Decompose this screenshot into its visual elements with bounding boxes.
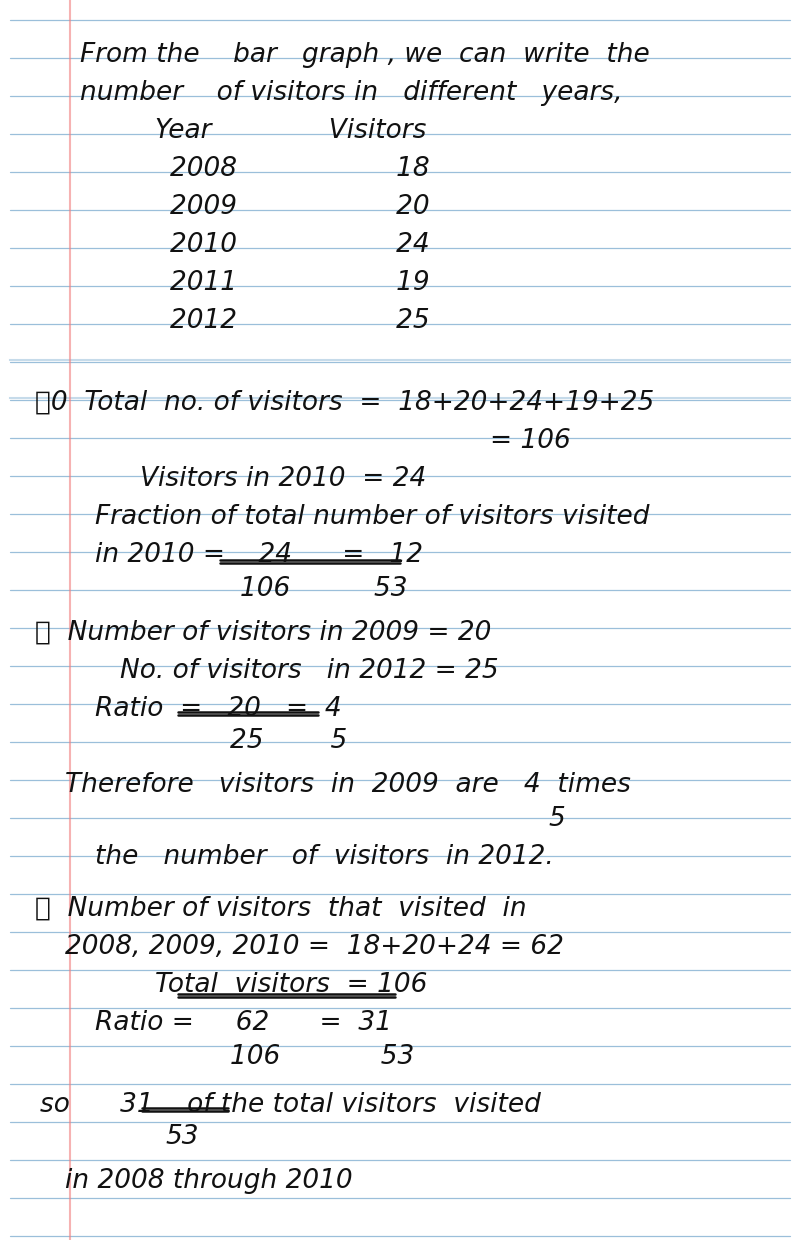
Text: From the    bar   graph , we  can  write  the: From the bar graph , we can write the [80, 42, 650, 68]
Text: 2009                   20: 2009 20 [170, 193, 430, 219]
Text: 2010                   24: 2010 24 [170, 232, 430, 258]
Text: Ⓒ  Number of visitors  that  visited  in: Ⓒ Number of visitors that visited in [35, 897, 526, 923]
Text: Therefore   visitors  in  2009  are   4  times: Therefore visitors in 2009 are 4 times [65, 773, 631, 799]
Text: Ratio =     62      =  31: Ratio = 62 = 31 [95, 1011, 392, 1035]
Text: 2012                   25: 2012 25 [170, 308, 430, 334]
Text: so      31    of the total visitors  visited: so 31 of the total visitors visited [40, 1092, 541, 1118]
Text: 2008                   18: 2008 18 [170, 156, 430, 182]
Text: 2008, 2009, 2010 =  18+20+24 = 62: 2008, 2009, 2010 = 18+20+24 = 62 [65, 934, 564, 960]
Text: Total  visitors  = 106: Total visitors = 106 [155, 972, 427, 998]
Text: 25        5: 25 5 [230, 728, 347, 754]
Text: 106            53: 106 53 [230, 1044, 414, 1070]
Text: = 106: = 106 [490, 428, 570, 454]
Text: 2011                   19: 2011 19 [170, 270, 430, 296]
Text: Year              Visitors: Year Visitors [155, 118, 426, 144]
Text: Visitors in 2010  = 24: Visitors in 2010 = 24 [140, 466, 426, 492]
Text: 5: 5 [548, 806, 565, 832]
Text: Fraction of total number of visitors visited: Fraction of total number of visitors vis… [95, 503, 650, 529]
Text: the   number   of  visitors  in 2012.: the number of visitors in 2012. [95, 844, 554, 870]
Text: ␶0  Total  no. of visitors  =  18+20+24+19+25: ␶0 Total no. of visitors = 18+20+24+19+2… [35, 391, 654, 415]
Text: number    of visitors in   different   years,: number of visitors in different years, [80, 81, 622, 105]
Text: 106          53: 106 53 [240, 577, 407, 601]
Text: No. of visitors   in 2012 = 25: No. of visitors in 2012 = 25 [120, 658, 498, 684]
Text: in 2008 through 2010: in 2008 through 2010 [65, 1168, 353, 1194]
Text: 53: 53 [165, 1123, 198, 1149]
Text: Ⓑ  Number of visitors in 2009 = 20: Ⓑ Number of visitors in 2009 = 20 [35, 620, 491, 646]
Text: Ratio  =   20   =  4: Ratio = 20 = 4 [95, 696, 342, 722]
Text: in 2010 =    24      =   12: in 2010 = 24 = 12 [95, 542, 423, 568]
